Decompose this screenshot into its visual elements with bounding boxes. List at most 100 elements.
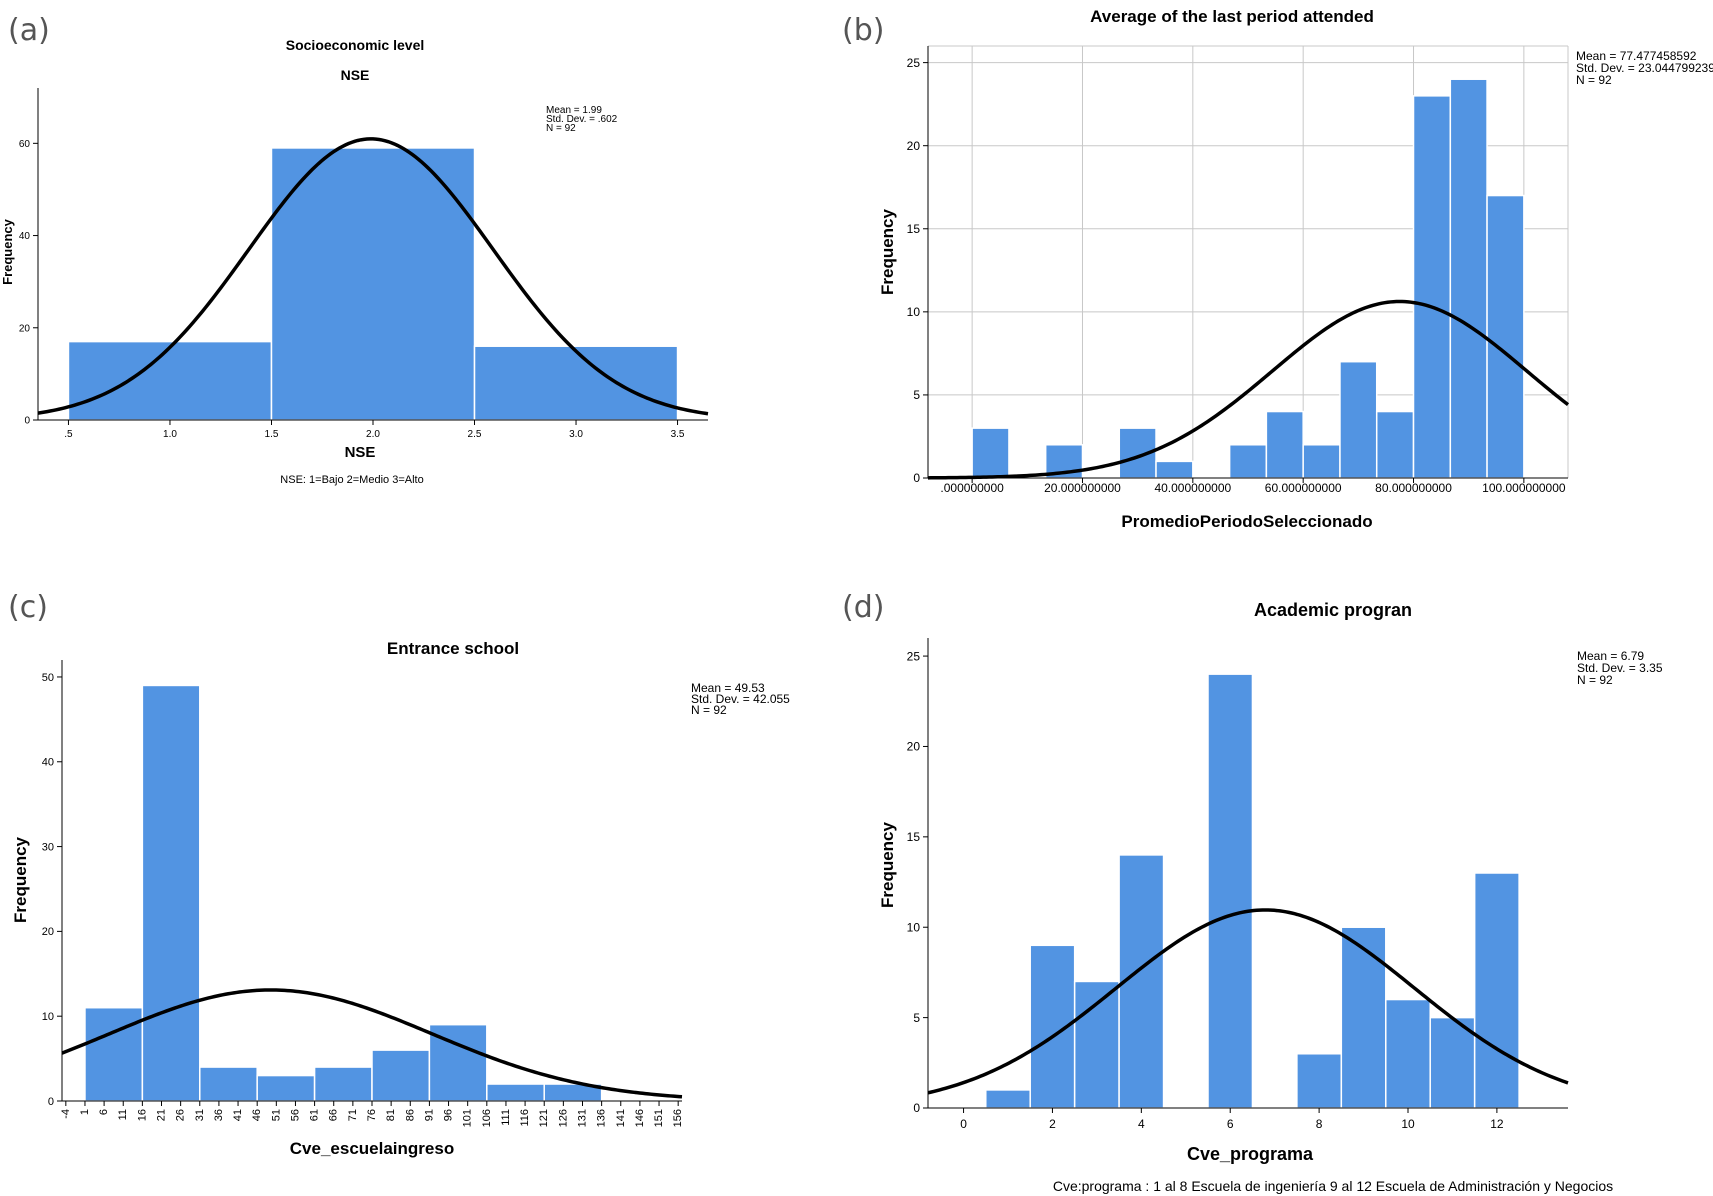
x-tick-label: 126 [557, 1109, 569, 1127]
x-tick-label: 10 [1401, 1117, 1415, 1131]
footnote: Cve:programa : 1 al 8 Escuela de ingenie… [1053, 1178, 1613, 1194]
histogram-bar [473, 345, 679, 421]
normal-curve [61, 988, 683, 1099]
x-tick-label: 3.0 [569, 429, 583, 440]
panel-letter: (c) [8, 590, 48, 625]
x-tick-label: 46 [251, 1109, 263, 1121]
x-tick-label: 156 [672, 1109, 684, 1127]
chart-title: Entrance school [387, 639, 519, 658]
x-tick-label: 4 [1138, 1117, 1145, 1131]
y-tick-label: 15 [907, 222, 921, 236]
stats-line: N = 92 [1577, 673, 1613, 687]
panel-d: (d) Academic progran 0 5 10 15 20 25 0 2 4 6 8 10 12 Cv… [842, 590, 1663, 1194]
y-tick-label: 5 [913, 1011, 920, 1025]
y-axis-label: Frequency [878, 208, 897, 295]
histogram-bar [371, 1049, 431, 1102]
histogram-bar [1155, 460, 1194, 479]
x-tick-label: 2.5 [468, 429, 482, 440]
x-tick-label: 81 [385, 1109, 397, 1121]
y-tick-label: 60 [19, 139, 31, 150]
stats-line: N = 92 [546, 123, 576, 134]
panel-letter: (d) [842, 590, 884, 625]
histogram-bar [971, 427, 1010, 479]
x-tick-label: 151 [653, 1109, 665, 1127]
y-tick-label: 10 [907, 305, 921, 319]
x-tick-label: 51 [270, 1109, 282, 1121]
normal-curve [927, 908, 1569, 1095]
y-tick-label: 20 [19, 323, 31, 334]
histogram-bar [141, 684, 201, 1102]
footnote: NSE: 1=Bajo 2=Medio 3=Alto [280, 474, 423, 486]
x-axis-label: Cve_programa [1187, 1144, 1314, 1164]
x-tick-label: 2 [1049, 1117, 1056, 1131]
y-tick-label: 20 [907, 740, 921, 754]
histogram-bar [256, 1074, 316, 1102]
y-tick-label: 25 [907, 56, 921, 70]
histogram-bar [985, 1089, 1031, 1109]
x-tick-label: 0 [960, 1117, 967, 1131]
x-tick-label: 86 [404, 1109, 416, 1121]
y-tick-label: 0 [48, 1096, 54, 1108]
x-tick-label: 76 [366, 1109, 378, 1121]
y-axis-label: Frequency [878, 821, 897, 908]
histogram-bar [1449, 78, 1488, 479]
y-tick-label: 5 [913, 388, 920, 402]
stats-line: Std. Dev. = 23.044799239 [1576, 61, 1713, 75]
x-tick-label: 21 [156, 1109, 168, 1121]
x-tick-label: 11 [117, 1109, 129, 1120]
stats-line: Std. Dev. = 3.35 [1577, 661, 1663, 675]
y-tick-label: 20 [907, 139, 921, 153]
x-tick-label: 106 [481, 1109, 493, 1127]
stats-line: Mean = 1.99 [546, 105, 602, 116]
x-tick-label: 146 [634, 1109, 646, 1127]
stats-line: Mean = 49.53 [691, 681, 765, 695]
x-tick-label: .5 [64, 429, 73, 440]
x-tick-label: 131 [576, 1109, 588, 1127]
x-tick-label: 3.5 [671, 429, 685, 440]
x-tick-label: 121 [538, 1109, 550, 1127]
histogram-bar [1340, 926, 1387, 1109]
y-tick-label: 10 [42, 1011, 54, 1023]
x-tick-label: 20.000000000 [1044, 481, 1121, 495]
x-axis-label: PromedioPeriodoSeleccionado [1121, 512, 1372, 531]
x-tick-label: 16 [136, 1109, 148, 1121]
chart-subtitle: NSE [341, 67, 370, 83]
x-tick-label: 36 [213, 1109, 225, 1121]
histogram-bar [1296, 1053, 1343, 1109]
x-tick-label: 111 [500, 1109, 512, 1126]
x-tick-label: 61 [309, 1109, 321, 1121]
x-tick-label: 6 [1227, 1117, 1234, 1131]
y-tick-label: 15 [907, 830, 921, 844]
stats-line: Mean = 77.477458592 [1576, 49, 1697, 63]
x-axis-label: NSE [345, 444, 376, 461]
x-tick-label: 116 [519, 1109, 531, 1127]
histogram-bar [1473, 872, 1520, 1109]
stats-line: Std. Dev. = .602 [546, 114, 618, 125]
y-tick-label: 0 [913, 1101, 920, 1115]
x-tick-label: 141 [615, 1109, 627, 1127]
histogram-bar [270, 147, 476, 421]
histogram-bar [1228, 444, 1268, 479]
x-tick-label: 31 [194, 1109, 206, 1121]
stats-line: N = 92 [1576, 73, 1612, 87]
normal-curve [37, 137, 709, 416]
panel-letter: (a) [8, 13, 50, 48]
x-tick-label: 66 [328, 1109, 340, 1121]
chart-title: Socioeconomic level [286, 37, 425, 53]
histogram-bar [1486, 194, 1525, 479]
histogram-bar [1339, 360, 1378, 479]
histogram-bar [1385, 998, 1431, 1109]
stats-line: Mean = 6.79 [1577, 649, 1644, 663]
panel-b: (b) Average of the last period attended 0 5… [842, 7, 1713, 531]
panel-a: (a) Socioeconomic level NSE 0 20 40 60 .5 1.0 1.5… [0, 13, 709, 486]
y-tick-label: 30 [42, 841, 54, 853]
y-tick-label: 10 [907, 920, 921, 934]
histogram-bar [486, 1083, 545, 1102]
histogram-bar [1073, 980, 1120, 1109]
x-tick-label: 26 [175, 1109, 187, 1121]
x-tick-label: 12 [1490, 1117, 1504, 1131]
x-tick-label: 1.5 [265, 429, 279, 440]
x-tick-label: 60.000000000 [1265, 481, 1342, 495]
